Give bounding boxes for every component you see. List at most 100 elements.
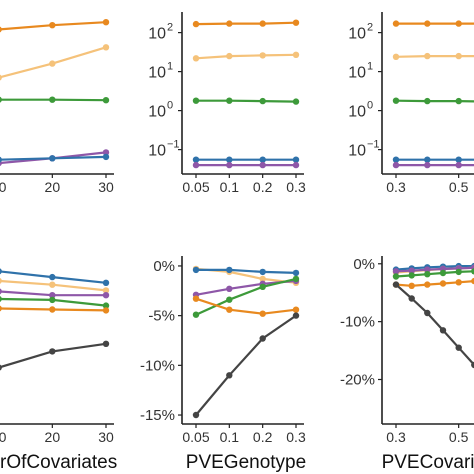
data-point-green [259, 283, 266, 290]
series-line-darkgray [395, 283, 474, 367]
x-tick-label: 0.3 [286, 179, 306, 195]
data-point-lightorange [49, 60, 56, 67]
data-point-purple [192, 161, 200, 169]
chart-panel-bottom-right: 0.3 0.5 0% -10% -20% PVECovariates [340, 256, 474, 473]
x-tick-label: 0.3 [386, 429, 406, 445]
series-line-green [0, 98, 107, 102]
data-point-purple [408, 267, 415, 274]
x-tick-label: 20 [45, 429, 61, 445]
data-point-purple [226, 161, 233, 169]
series-line-blue [0, 270, 107, 284]
data-point-green [439, 269, 447, 277]
data-point-blue [192, 156, 200, 163]
data-point-purple [424, 161, 431, 169]
data-point-purple [455, 161, 462, 169]
data-point-green [392, 273, 400, 280]
y-tick-label: -20% [340, 372, 375, 389]
data-point-green [0, 296, 2, 302]
data-point-green [455, 268, 462, 276]
data-point-green [49, 296, 56, 304]
data-point-lightorange [102, 287, 110, 294]
data-point-darkgray [439, 327, 447, 334]
data-point-blue [226, 156, 233, 163]
data-point-orange [49, 306, 56, 313]
data-point-blue [424, 156, 431, 163]
y-tick-exponent: 2 [167, 22, 173, 34]
data-point-darkgray [259, 335, 266, 342]
y-tick-exponent: 1 [167, 61, 173, 73]
y-tick-label: -10% [340, 314, 375, 331]
data-point-green [424, 271, 431, 278]
series-line-orange [0, 307, 107, 312]
x-tick-label: 0.3 [286, 429, 306, 445]
x-axis-title: NumberOfCovariates [0, 452, 117, 473]
x-tick-label: 10 [0, 429, 7, 445]
y-tick-label: -5% [148, 308, 175, 325]
x-tick-label: 0.1 [220, 429, 240, 445]
series-line-orange [395, 280, 474, 287]
data-point-green [49, 96, 56, 103]
series-line-lightorange [0, 46, 107, 79]
series-line-darkgray [0, 342, 107, 369]
x-tick-label: 0.2 [253, 179, 273, 195]
x-tick-label: 10 [0, 179, 7, 195]
data-point-lightorange [0, 74, 2, 81]
data-point-blue [192, 266, 200, 274]
data-point-lightorange [0, 277, 2, 284]
data-point-orange [102, 19, 110, 26]
series-line-orange [195, 297, 297, 315]
data-point-blue [0, 268, 2, 275]
y-tick-exponent: −1 [367, 139, 380, 151]
data-point-green [455, 97, 462, 105]
series-line-green [395, 99, 474, 103]
y-tick-label: 10 [348, 104, 366, 121]
x-tick-label: 30 [98, 429, 114, 445]
data-point-darkgray [471, 361, 474, 369]
series-line-purple [0, 290, 106, 297]
chart-panel-bottom-middle: 0.05 0.1 0.2 0.3 0% -5% -10% -15% PVEGenotype [140, 256, 306, 473]
chart-panel-top-left: 10 20 30 [0, 19, 114, 195]
series-line-green [0, 297, 107, 307]
data-point-darkgray [392, 281, 400, 288]
data-point-darkgray [292, 312, 300, 319]
y-tick-exponent: 0 [167, 100, 173, 112]
data-point-orange [49, 22, 56, 29]
x-axis-title: PVEGenotype [186, 452, 306, 473]
data-point-orange [0, 305, 2, 312]
y-tick-label: 10 [148, 65, 166, 82]
data-point-orange [392, 20, 400, 27]
data-point-green [471, 268, 474, 275]
data-point-purple [392, 268, 400, 275]
data-point-green [192, 97, 200, 104]
y-tick-exponent: 0 [367, 100, 373, 112]
y-tick-label: 0% [353, 256, 375, 273]
series-line-orange [195, 21, 297, 26]
x-tick-label: 0.1 [220, 179, 240, 195]
data-point-purple [392, 161, 400, 169]
y-tick-label: -10% [140, 357, 175, 374]
data-point-blue [259, 268, 266, 276]
data-point-lightorange [192, 55, 200, 62]
series-line-blue [0, 155, 107, 161]
x-tick-label: 0.2 [253, 429, 273, 445]
data-point-blue [292, 156, 300, 163]
data-point-blue [102, 153, 110, 161]
y-tick-label: 0% [153, 258, 175, 275]
data-point-lightorange [102, 44, 110, 51]
data-point-lightorange [259, 275, 266, 283]
y-tick-exponent: −1 [167, 139, 180, 151]
data-point-green [292, 98, 300, 105]
data-point-darkgray [226, 372, 233, 379]
x-axis-title: PVECovariates [382, 452, 474, 473]
series-line-lightorange [195, 53, 297, 60]
data-point-darkgray [408, 295, 415, 302]
data-point-purple [0, 288, 2, 295]
x-tick-label: 0.5 [449, 179, 469, 195]
data-point-blue [49, 273, 56, 281]
series-line-lightorange [395, 54, 474, 58]
data-point-green [0, 96, 2, 103]
data-point-green [226, 296, 233, 303]
series-line-purple [0, 151, 107, 165]
